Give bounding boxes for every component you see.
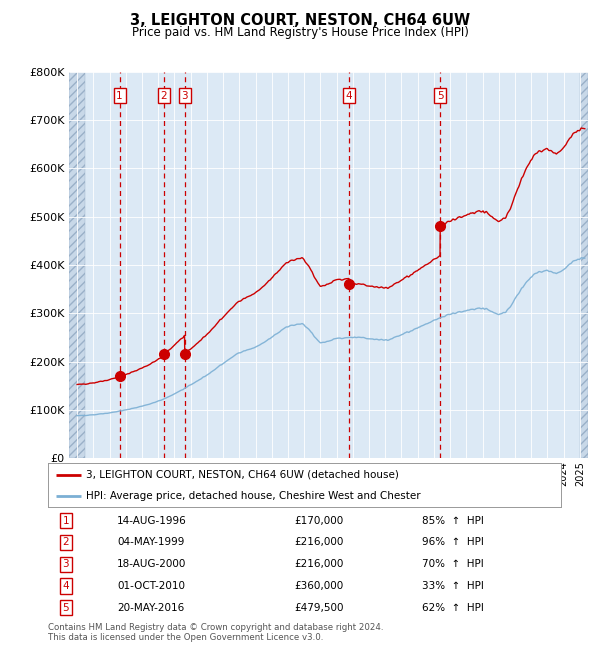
Text: 2: 2 — [160, 90, 167, 101]
Text: Price paid vs. HM Land Registry's House Price Index (HPI): Price paid vs. HM Land Registry's House … — [131, 26, 469, 39]
Text: £360,000: £360,000 — [294, 581, 343, 591]
Text: 20-MAY-2016: 20-MAY-2016 — [117, 603, 185, 613]
Text: 3: 3 — [62, 559, 69, 569]
Text: 5: 5 — [62, 603, 69, 613]
Text: 3, LEIGHTON COURT, NESTON, CH64 6UW: 3, LEIGHTON COURT, NESTON, CH64 6UW — [130, 13, 470, 28]
Text: 4: 4 — [346, 90, 352, 101]
Text: £479,500: £479,500 — [294, 603, 344, 613]
Text: 1: 1 — [62, 515, 69, 525]
Text: 2: 2 — [62, 538, 69, 547]
Text: 01-OCT-2010: 01-OCT-2010 — [117, 581, 185, 591]
Text: 70%  ↑  HPI: 70% ↑ HPI — [422, 559, 484, 569]
Text: £216,000: £216,000 — [294, 559, 344, 569]
Text: HPI: Average price, detached house, Cheshire West and Chester: HPI: Average price, detached house, Ches… — [86, 491, 421, 501]
Text: 4: 4 — [62, 581, 69, 591]
Text: Contains HM Land Registry data © Crown copyright and database right 2024.
This d: Contains HM Land Registry data © Crown c… — [48, 623, 383, 642]
Text: 1: 1 — [116, 90, 123, 101]
Text: £216,000: £216,000 — [294, 538, 344, 547]
Text: £170,000: £170,000 — [294, 515, 343, 525]
Text: 85%  ↑  HPI: 85% ↑ HPI — [422, 515, 484, 525]
Text: 18-AUG-2000: 18-AUG-2000 — [117, 559, 187, 569]
Text: 5: 5 — [437, 90, 443, 101]
Text: 96%  ↑  HPI: 96% ↑ HPI — [422, 538, 484, 547]
Text: 04-MAY-1999: 04-MAY-1999 — [117, 538, 185, 547]
Text: 3, LEIGHTON COURT, NESTON, CH64 6UW (detached house): 3, LEIGHTON COURT, NESTON, CH64 6UW (det… — [86, 470, 400, 480]
Text: 62%  ↑  HPI: 62% ↑ HPI — [422, 603, 484, 613]
Text: 14-AUG-1996: 14-AUG-1996 — [117, 515, 187, 525]
Text: 33%  ↑  HPI: 33% ↑ HPI — [422, 581, 484, 591]
Text: 3: 3 — [181, 90, 188, 101]
